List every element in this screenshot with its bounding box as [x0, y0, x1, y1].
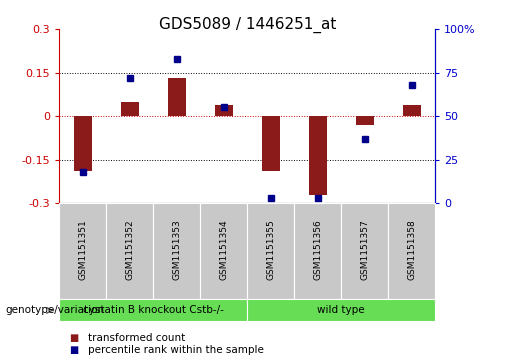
Text: GSM1151354: GSM1151354	[219, 219, 228, 280]
Bar	[74, 116, 92, 171]
Text: GSM1151357: GSM1151357	[360, 219, 369, 280]
Text: cystatin B knockout Cstb-/-: cystatin B knockout Cstb-/-	[83, 305, 224, 315]
Text: GSM1151353: GSM1151353	[172, 219, 181, 280]
Text: GDS5089 / 1446251_at: GDS5089 / 1446251_at	[159, 16, 336, 33]
Text: percentile rank within the sample: percentile rank within the sample	[88, 345, 264, 355]
Text: GSM1151355: GSM1151355	[266, 219, 275, 280]
Text: GSM1151351: GSM1151351	[78, 219, 87, 280]
Text: ■: ■	[70, 345, 79, 355]
Bar	[215, 105, 233, 116]
Text: wild type: wild type	[317, 305, 365, 315]
Text: GSM1151352: GSM1151352	[125, 219, 134, 280]
Bar	[262, 116, 280, 171]
Text: GSM1151356: GSM1151356	[313, 219, 322, 280]
Bar	[356, 116, 373, 125]
Text: genotype/variation: genotype/variation	[5, 305, 104, 315]
Text: ■: ■	[70, 333, 79, 343]
Bar	[168, 78, 185, 116]
Bar	[403, 105, 421, 116]
Bar	[121, 102, 139, 116]
Text: GSM1151358: GSM1151358	[407, 219, 416, 280]
Text: transformed count: transformed count	[88, 333, 185, 343]
Bar	[309, 116, 327, 195]
